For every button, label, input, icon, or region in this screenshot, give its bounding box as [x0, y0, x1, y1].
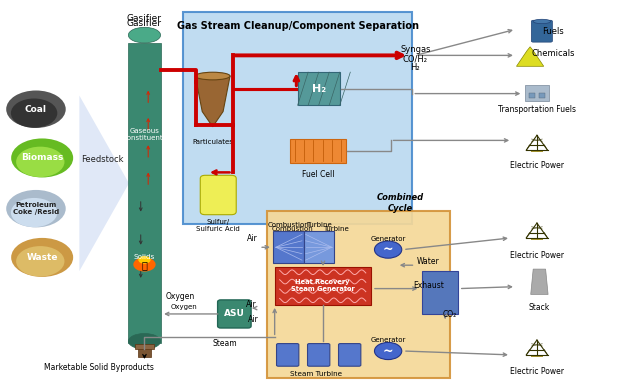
FancyBboxPatch shape — [529, 93, 535, 98]
Text: Gasifier: Gasifier — [127, 19, 162, 28]
FancyBboxPatch shape — [275, 267, 371, 305]
Circle shape — [11, 238, 73, 277]
Text: Water: Water — [417, 257, 440, 266]
FancyBboxPatch shape — [531, 20, 552, 42]
Text: CO₂: CO₂ — [443, 310, 457, 319]
FancyBboxPatch shape — [135, 344, 154, 349]
Circle shape — [16, 147, 64, 177]
Text: Syngas: Syngas — [400, 45, 431, 55]
Text: Coal: Coal — [25, 105, 47, 114]
Text: Transportation Fuels: Transportation Fuels — [498, 105, 576, 114]
Text: Steam Turbine: Steam Turbine — [290, 371, 342, 377]
Text: Generator: Generator — [370, 337, 406, 343]
Bar — [531, 150, 543, 152]
Text: Combined
Cycle: Combined Cycle — [377, 193, 424, 213]
Text: Sulfur/
Sulfuric Acid: Sulfur/ Sulfuric Acid — [197, 219, 240, 232]
Text: Oxygen: Oxygen — [170, 305, 197, 310]
Text: Fuels: Fuels — [542, 27, 564, 36]
Circle shape — [6, 190, 66, 227]
Text: Electric Power: Electric Power — [510, 367, 564, 376]
Text: Exhaust: Exhaust — [413, 281, 444, 290]
Text: Waste: Waste — [27, 253, 58, 262]
FancyBboxPatch shape — [539, 93, 545, 98]
FancyBboxPatch shape — [138, 347, 151, 357]
FancyBboxPatch shape — [277, 344, 299, 366]
Text: Electric Power: Electric Power — [510, 161, 564, 170]
Circle shape — [11, 99, 57, 128]
Text: Oxygen: Oxygen — [166, 292, 195, 301]
FancyBboxPatch shape — [267, 211, 450, 378]
Bar — [531, 238, 543, 240]
FancyBboxPatch shape — [273, 231, 304, 263]
Text: Feedstock: Feedstock — [81, 155, 123, 165]
Text: Turbine: Turbine — [306, 222, 332, 228]
Ellipse shape — [128, 333, 161, 349]
Circle shape — [374, 241, 402, 258]
Text: Air: Air — [247, 234, 257, 243]
FancyBboxPatch shape — [218, 300, 251, 328]
Ellipse shape — [128, 27, 161, 43]
Polygon shape — [195, 76, 230, 127]
Text: Stack: Stack — [529, 303, 550, 312]
Circle shape — [6, 90, 66, 128]
Text: Air: Air — [247, 315, 259, 324]
FancyBboxPatch shape — [290, 139, 346, 163]
Text: Chemicals: Chemicals — [531, 49, 575, 58]
Ellipse shape — [533, 19, 551, 24]
FancyBboxPatch shape — [183, 12, 412, 224]
FancyBboxPatch shape — [304, 231, 334, 263]
Text: ASU: ASU — [224, 309, 245, 319]
Circle shape — [374, 342, 402, 360]
Text: Heat Recovery
Steam Generator: Heat Recovery Steam Generator — [291, 279, 355, 292]
Text: Gas Stream Cleanup/Component Separation: Gas Stream Cleanup/Component Separation — [177, 21, 418, 32]
Text: Electric Power: Electric Power — [510, 251, 564, 260]
FancyBboxPatch shape — [525, 85, 549, 101]
Circle shape — [11, 138, 73, 177]
FancyBboxPatch shape — [339, 344, 361, 366]
FancyBboxPatch shape — [298, 72, 340, 105]
Text: Combustion: Combustion — [268, 222, 309, 228]
Circle shape — [11, 198, 57, 227]
Text: H₂: H₂ — [312, 84, 326, 94]
Text: Gasifier: Gasifier — [127, 14, 162, 23]
Polygon shape — [516, 47, 544, 66]
Circle shape — [133, 257, 156, 271]
Text: CO/H₂: CO/H₂ — [403, 54, 428, 63]
FancyBboxPatch shape — [200, 176, 236, 214]
FancyBboxPatch shape — [128, 43, 161, 343]
Text: Petroleum
Coke /Resid: Petroleum Coke /Resid — [13, 202, 59, 215]
Text: Marketable Solid Byproducts: Marketable Solid Byproducts — [44, 363, 154, 372]
Text: ~: ~ — [383, 243, 394, 256]
Text: Generator: Generator — [370, 236, 406, 242]
Text: Air: Air — [246, 300, 257, 309]
Text: Biomass: Biomass — [21, 153, 63, 163]
Text: Fuel Cell: Fuel Cell — [302, 170, 334, 179]
Text: Particulates: Particulates — [192, 140, 233, 145]
FancyBboxPatch shape — [422, 271, 458, 314]
Text: Turbine: Turbine — [323, 225, 349, 232]
Ellipse shape — [195, 72, 230, 80]
Circle shape — [138, 256, 151, 264]
Bar — [531, 355, 543, 357]
Polygon shape — [531, 269, 548, 294]
Text: 🔥: 🔥 — [141, 260, 148, 270]
Circle shape — [16, 246, 64, 277]
Text: Steam: Steam — [213, 339, 237, 348]
FancyBboxPatch shape — [308, 344, 330, 366]
Text: Gaseous
Constituents: Gaseous Constituents — [122, 128, 167, 141]
Text: H₂: H₂ — [410, 62, 420, 72]
Text: Combustion: Combustion — [271, 225, 313, 232]
Polygon shape — [79, 96, 129, 271]
Text: ~: ~ — [383, 344, 394, 358]
Text: Solids: Solids — [134, 254, 155, 261]
